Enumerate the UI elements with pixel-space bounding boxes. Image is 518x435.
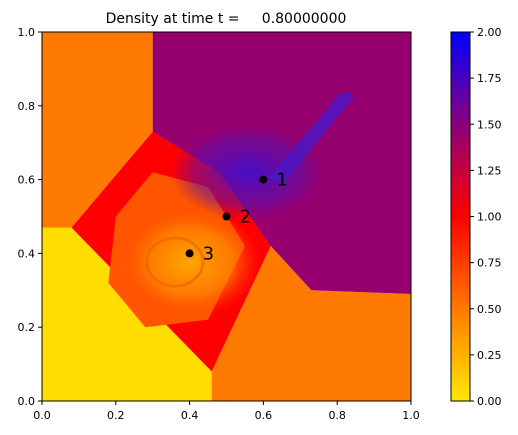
probe-label-1: 1 — [276, 170, 287, 191]
probe-markers: 1 2 3 — [185, 170, 288, 264]
y-axis: 0.0 0.2 0.4 0.6 0.8 1.0 — [18, 26, 42, 408]
y-tick-label: 0.6 — [18, 174, 36, 187]
y-tick-label: 0.8 — [18, 100, 36, 113]
colorbar-tick-label: 2.00 — [477, 26, 502, 39]
colorbar — [450, 31, 471, 402]
region-upper-left — [42, 32, 153, 228]
mixing-zone — [120, 207, 260, 317]
colorbar-tick-label: 0.00 — [477, 395, 502, 408]
colorbar-tick-label: 1.75 — [477, 72, 502, 85]
probe-point-3 — [185, 249, 194, 258]
colorbar-tick-label: 0.75 — [477, 257, 502, 270]
region-lower-left — [42, 227, 212, 401]
y-tick-label: 1.0 — [18, 26, 36, 39]
mixing-vortex — [145, 236, 205, 288]
x-tick-label: 0.6 — [255, 409, 273, 422]
x-tick-label: 0.0 — [33, 409, 51, 422]
colorbar-tick-label: 1.25 — [477, 164, 502, 177]
x-tick-label: 0.8 — [328, 409, 346, 422]
probe-label-3: 3 — [203, 243, 214, 264]
y-tick-label: 0.4 — [18, 247, 36, 260]
x-tick-label: 1.0 — [402, 409, 420, 422]
x-tick-label: 0.2 — [107, 409, 125, 422]
colorbar-tick-label: 0.50 — [477, 303, 502, 316]
probe-point-1 — [259, 175, 268, 184]
x-tick-label: 0.4 — [181, 409, 199, 422]
colorbar-axis: 0.00 0.25 0.50 0.75 1.00 1.25 1.50 1.75 2.00 — [470, 26, 502, 408]
plot-frame — [41, 31, 412, 402]
blue-dense-shell — [170, 124, 326, 220]
region-lower-right — [211, 246, 411, 401]
y-tick-label: 0.2 — [18, 321, 36, 334]
blue-jet-streamer — [268, 92, 354, 184]
colorbar-tick-label: 1.00 — [477, 211, 502, 224]
probe-point-2 — [222, 212, 231, 221]
colorbar-tick-label: 1.50 — [477, 118, 502, 131]
chart-title: Density at time t = 0.80000000 — [106, 11, 347, 27]
probe-label-2: 2 — [240, 207, 251, 228]
plot-area — [42, 32, 411, 401]
x-axis: 0.0 0.2 0.4 0.6 0.8 1.0 — [33, 401, 420, 422]
y-tick-label: 0.0 — [18, 395, 36, 408]
colorbar-tick-label: 0.25 — [477, 349, 502, 362]
